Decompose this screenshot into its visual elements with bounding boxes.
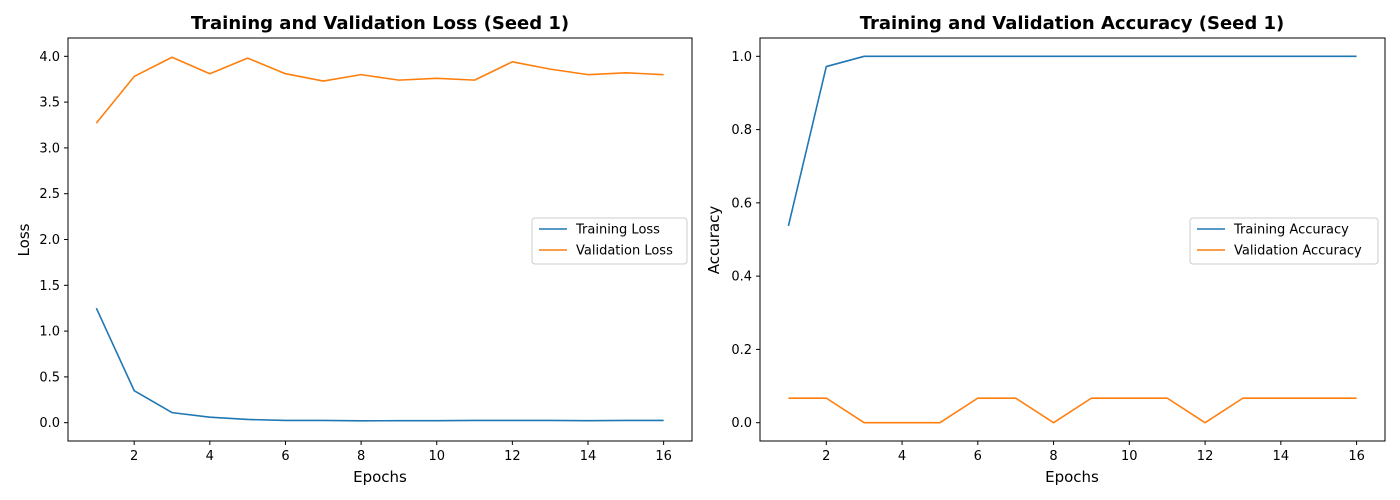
accuracy-y-tick-label: 0.0 bbox=[731, 416, 752, 431]
loss-training-line bbox=[95, 307, 664, 422]
loss-x-tick-label: 2 bbox=[130, 449, 138, 464]
loss-legend-label-validation: Validation Loss bbox=[576, 244, 673, 259]
loss-y-tick-label: 0.0 bbox=[39, 416, 60, 431]
loss-y-tick-label: 2.5 bbox=[39, 187, 60, 202]
accuracy-y-tick-label: 1.0 bbox=[731, 50, 752, 65]
accuracy-x-tick-label: 8 bbox=[1049, 449, 1057, 464]
accuracy-x-tick-label: 14 bbox=[1273, 449, 1290, 464]
accuracy-legend: Training Accuracy Validation Accuracy bbox=[1189, 217, 1379, 265]
loss-plot-area: 2 4 6 8 10 12 14 16 0.0 0.5 1.0 1.5 2.0 2.5 3.0 3.5 4.0 T… bbox=[39, 37, 693, 464]
accuracy-x-tick-label: 2 bbox=[822, 449, 830, 464]
loss-legend-box bbox=[531, 217, 688, 265]
loss-y-tick-label: 0.5 bbox=[39, 370, 60, 385]
accuracy-plot-area: 2 4 6 8 10 12 14 16 0.0 0.2 0.4 0.6 0.8 1.0 Training A… bbox=[731, 37, 1386, 464]
accuracy-legend-box bbox=[1189, 217, 1379, 265]
loss-x-axis-label: Epochs bbox=[353, 468, 407, 486]
loss-y-tick-label: 3.0 bbox=[39, 141, 60, 156]
loss-y-tick-label: 2.0 bbox=[39, 233, 60, 248]
accuracy-training-line bbox=[787, 55, 1357, 227]
accuracy-y-tick-label: 0.4 bbox=[731, 270, 752, 285]
accuracy-y-axis-label: Accuracy bbox=[705, 206, 723, 275]
loss-legend: Training Loss Validation Loss bbox=[531, 217, 688, 265]
loss-legend-label-training: Training Loss bbox=[575, 223, 660, 238]
accuracy-validation-line bbox=[788, 397, 1357, 424]
loss-y-tick-label: 3.5 bbox=[39, 96, 60, 111]
loss-x-tick-label: 10 bbox=[428, 449, 445, 464]
accuracy-y-tick-label: 0.2 bbox=[731, 343, 752, 358]
loss-y-axis-label: Loss bbox=[15, 223, 33, 256]
accuracy-x-tick-label: 6 bbox=[974, 449, 982, 464]
accuracy-x-tick-label: 12 bbox=[1197, 449, 1214, 464]
loss-x-tick-label: 12 bbox=[504, 449, 521, 464]
loss-chart: Training and Validation Loss (Seed 1) Ep… bbox=[15, 13, 693, 486]
accuracy-chart: Training and Validation Accuracy (Seed 1… bbox=[705, 13, 1386, 486]
loss-x-tick-label: 4 bbox=[206, 449, 214, 464]
accuracy-x-tick-label: 16 bbox=[1348, 449, 1365, 464]
loss-x-tick-label: 8 bbox=[357, 449, 365, 464]
loss-x-tick-label: 16 bbox=[655, 449, 672, 464]
accuracy-legend-label-validation: Validation Accuracy bbox=[1234, 244, 1362, 259]
accuracy-chart-title: Training and Validation Accuracy (Seed 1… bbox=[860, 13, 1285, 34]
accuracy-x-tick-label: 10 bbox=[1121, 449, 1138, 464]
loss-y-tick-label: 1.0 bbox=[39, 325, 60, 340]
loss-y-tick-label: 1.5 bbox=[39, 279, 60, 294]
loss-validation-line bbox=[95, 56, 664, 124]
accuracy-y-tick-label: 0.6 bbox=[731, 196, 752, 211]
accuracy-y-tick-label: 0.8 bbox=[731, 123, 752, 138]
accuracy-legend-label-training: Training Accuracy bbox=[1233, 223, 1349, 238]
accuracy-x-tick-label: 4 bbox=[898, 449, 906, 464]
loss-x-tick-label: 6 bbox=[281, 449, 289, 464]
loss-y-tick-label: 4.0 bbox=[39, 50, 60, 65]
accuracy-x-axis-label: Epochs bbox=[1045, 468, 1099, 486]
loss-chart-title: Training and Validation Loss (Seed 1) bbox=[191, 13, 569, 34]
accuracy-axes-frame bbox=[759, 37, 1386, 442]
loss-x-tick-label: 14 bbox=[580, 449, 597, 464]
